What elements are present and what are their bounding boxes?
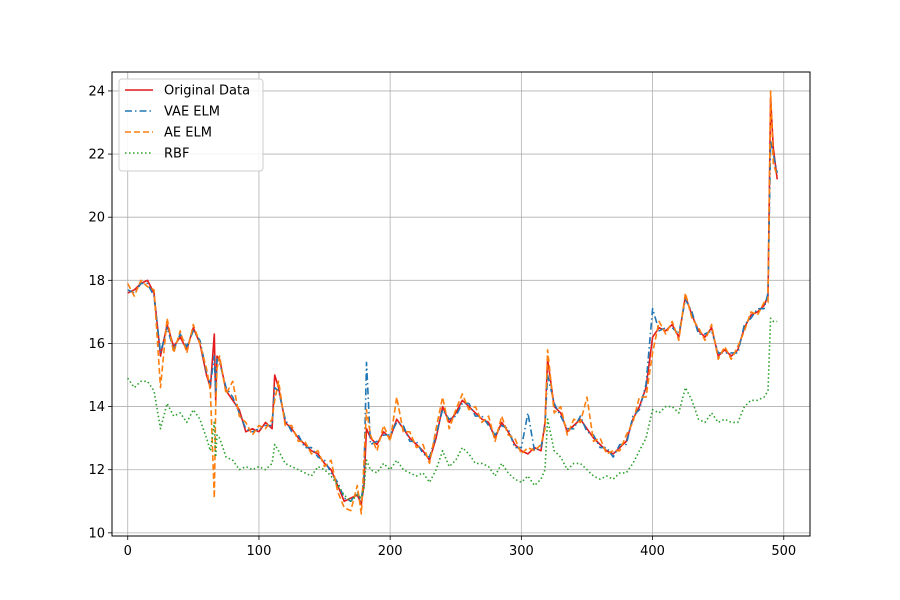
series-lines bbox=[126, 90, 778, 515]
legend-label: RBF bbox=[164, 147, 189, 162]
series-line-ae-elm bbox=[126, 90, 778, 515]
x-tick-label: 400 bbox=[640, 544, 665, 559]
y-tick-label: 20 bbox=[88, 211, 105, 226]
y-tick-label: 16 bbox=[88, 337, 105, 352]
y-tick-label: 10 bbox=[88, 526, 105, 541]
series-line-vae-elm bbox=[127, 140, 778, 503]
axis-ticks: 0 100 200 300 400 500 10 12 14 16 18 20 22 24 bbox=[88, 84, 796, 559]
y-tick-label: 18 bbox=[88, 274, 105, 289]
y-tick-label: 22 bbox=[88, 148, 105, 163]
legend-box bbox=[118, 78, 264, 172]
legend: Original Data VAE ELM AE ELM RBF bbox=[118, 78, 264, 172]
x-tick-label: 300 bbox=[509, 544, 534, 559]
x-tick-label: 500 bbox=[771, 544, 796, 559]
legend-label: AE ELM bbox=[164, 126, 212, 141]
legend-label: Original Data bbox=[164, 84, 250, 99]
x-tick-label: 0 bbox=[124, 544, 132, 559]
x-tick-label: 200 bbox=[378, 544, 403, 559]
legend-label: VAE ELM bbox=[164, 105, 220, 120]
grid-lines bbox=[112, 72, 810, 536]
y-tick-label: 14 bbox=[88, 400, 105, 415]
x-tick-label: 100 bbox=[247, 544, 272, 559]
plot-frame bbox=[111, 71, 811, 537]
y-tick-label: 12 bbox=[88, 463, 105, 478]
y-tick-label: 24 bbox=[88, 84, 105, 99]
series-line-rbf bbox=[127, 317, 778, 503]
